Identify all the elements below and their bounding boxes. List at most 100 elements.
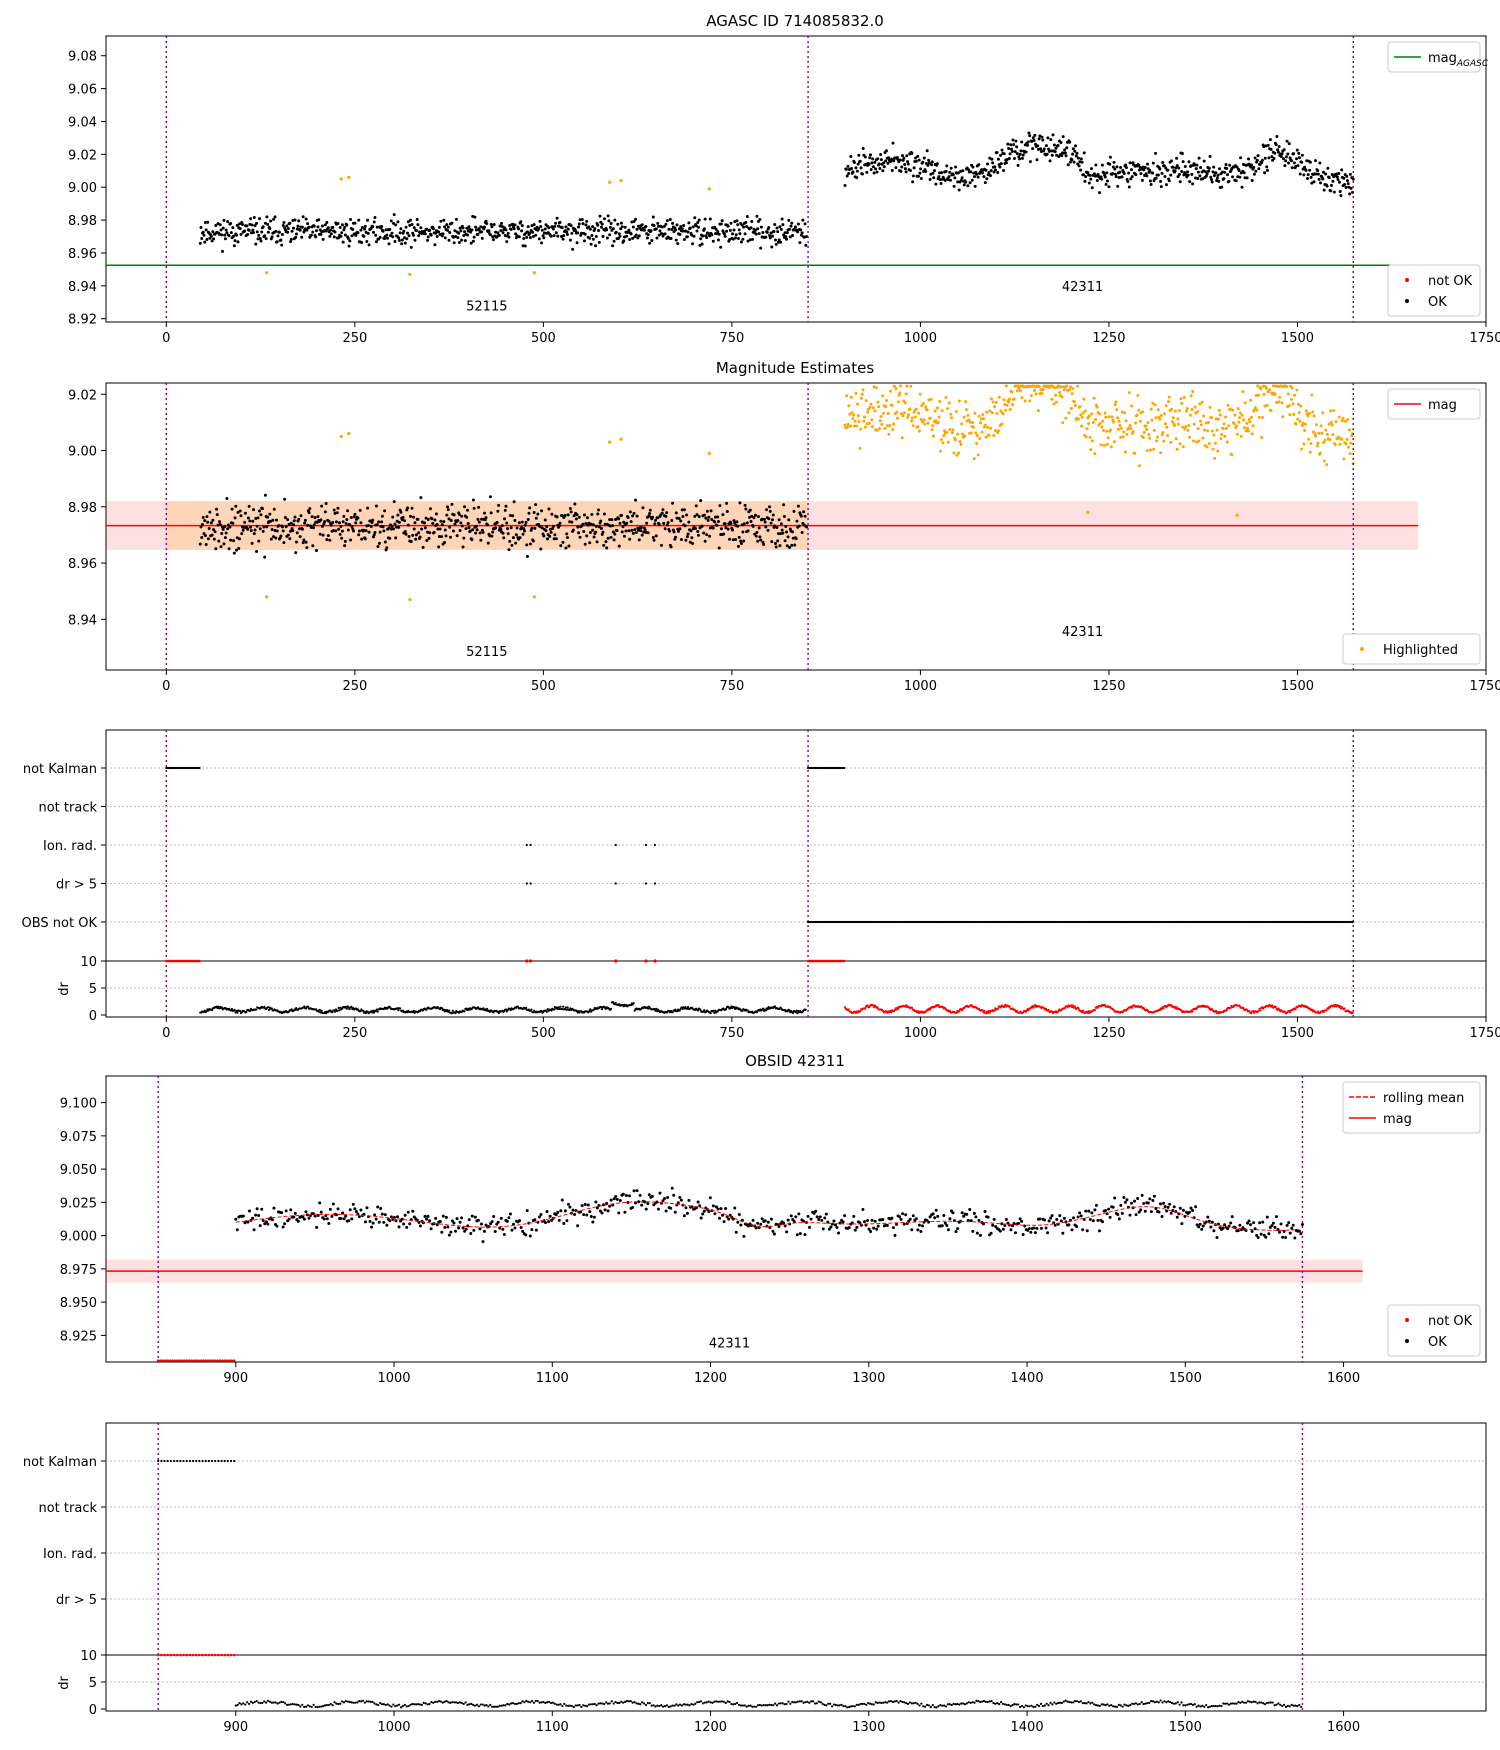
flag-point [1152,920,1155,924]
flag-point [1265,920,1268,924]
data-point [415,218,419,222]
flag-row-label: dr > 5 [56,878,97,893]
flag-point [1303,920,1306,924]
data-point [710,233,714,237]
data-point [1133,451,1137,455]
data-point [1314,423,1318,427]
flag-point [948,920,951,924]
data-point [657,522,661,526]
data-point [343,233,347,237]
flag-point [1283,920,1286,924]
data-point [295,531,299,535]
flag-point [1034,920,1037,924]
data-point [227,234,231,238]
data-point [283,1222,287,1226]
data-point [1061,421,1065,425]
data-point [604,540,608,544]
flag-point [1209,920,1212,924]
data-point [947,175,951,179]
data-point [1347,428,1351,432]
data-point [1152,447,1156,451]
data-point [491,238,495,242]
data-point [1086,171,1090,175]
data-point [1277,145,1281,149]
data-point [746,529,750,533]
data-point [899,412,903,416]
data-point [400,242,404,246]
data-point [346,236,350,240]
data-point [886,161,890,165]
data-point [668,529,672,533]
data-point [676,527,680,531]
data-point [214,547,218,551]
data-point [472,235,476,239]
data-point [780,528,784,532]
data-point [920,404,924,408]
data-point [545,537,549,541]
data-point [908,169,912,173]
data-point [967,168,971,172]
data-point [465,515,469,519]
data-point [726,224,730,228]
data-point [922,418,926,422]
data-point [201,515,205,519]
flag-point [867,920,870,924]
data-point [1169,440,1173,444]
data-point [253,224,257,228]
data-point [576,231,580,235]
data-point [298,535,302,539]
x-tick-label: 1000 [904,679,937,694]
data-point [955,453,959,457]
data-point [926,421,930,425]
flag-point [832,920,835,924]
data-point [595,540,599,544]
dr-point [337,1006,340,1010]
flag-point [1120,920,1123,924]
data-point [654,534,658,538]
data-point [568,238,572,242]
flag-point [1117,920,1120,924]
data-point [958,440,962,444]
data-point [257,217,261,221]
data-point [304,217,308,221]
data-point [728,238,732,242]
data-point [1227,179,1231,183]
data-point [1072,400,1076,404]
data-point [904,392,908,396]
data-point [1193,163,1197,167]
data-point [1090,186,1094,190]
data-point [903,167,907,171]
flag-point [1019,920,1022,924]
data-point [880,422,884,426]
flag-point [1247,920,1250,924]
dr-point [588,1010,591,1013]
data-point [1338,442,1342,446]
data-point [251,228,255,232]
data-point [232,244,236,248]
flag-point [1102,920,1105,924]
data-point [771,518,775,522]
data-point [238,509,242,513]
data-point [1106,436,1110,440]
data-point [804,243,808,247]
data-point [601,235,605,239]
data-point [257,539,261,543]
data-point [796,222,800,226]
data-point [1077,164,1081,168]
data-point [327,1222,331,1226]
data-point [1124,166,1128,170]
data-point [1255,408,1259,412]
data-point [1087,421,1091,425]
data-point [1103,175,1107,179]
data-point [1107,415,1111,419]
data-point [1094,418,1098,422]
x-tick-label: 750 [719,331,744,346]
data-point [313,1214,317,1218]
data-point [476,517,480,521]
flag-point [1001,920,1004,924]
dr-point [255,1008,258,1011]
data-point [300,235,304,239]
data-point [596,223,600,227]
flag-point [1339,920,1342,924]
data-point [869,402,873,406]
